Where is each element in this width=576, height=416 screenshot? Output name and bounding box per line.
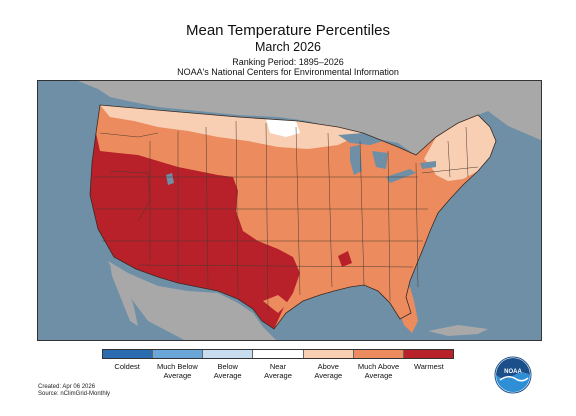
noaa-logo-text: NOAA — [504, 369, 522, 375]
texas-coast — [263, 295, 288, 313]
us-border — [89, 104, 497, 330]
legend-labels: Coldest Much Below Average Below Average Ne… — [102, 362, 454, 380]
data-source: Source: nClimGrid-Monthly — [38, 391, 111, 397]
created-date: Created: Apr 06 2026 — [38, 384, 96, 390]
legend-label: Coldest — [114, 362, 140, 371]
legend-color-bar — [102, 349, 454, 359]
legend-label: Below Average — [213, 362, 242, 380]
lake-huron — [372, 151, 388, 169]
footer: Created: Apr 06 2026 Source: nClimGrid-M… — [38, 384, 110, 398]
source-organization: NOAA's National Centers for Environmenta… — [177, 67, 399, 77]
legend-swatch — [103, 350, 153, 358]
mexico-landmass — [108, 261, 276, 340]
west-warmest — [90, 133, 300, 329]
florida — [393, 287, 418, 333]
map-title: Mean Temperature Percentiles — [186, 22, 390, 39]
legend-label: Above Average — [314, 362, 343, 380]
lake-superior — [338, 133, 383, 145]
baja-peninsula — [110, 263, 138, 326]
legend-swatch — [252, 350, 303, 358]
legend-swatch — [402, 350, 453, 358]
legend-label: Much Above Average — [357, 362, 400, 380]
northeast-above — [424, 115, 496, 181]
legend-label: Much Below Average — [156, 362, 198, 380]
map-subtitle: March 2026 — [254, 40, 321, 54]
great-salt-lake — [166, 173, 174, 185]
us-temperature-map — [37, 80, 542, 341]
state-borders — [94, 120, 479, 312]
cuba — [428, 325, 488, 336]
lake-erie — [386, 169, 416, 183]
legend-swatch — [202, 350, 253, 358]
legend-label: Warmest — [413, 362, 444, 371]
legend-label: Near Average — [264, 362, 292, 380]
legend: Coldest Much Below Average Below Average Ne… — [102, 349, 454, 380]
legend-swatch — [152, 350, 203, 358]
legend-swatch — [302, 350, 353, 358]
ranking-period: Ranking Period: 1895–2026 — [232, 57, 344, 67]
canada-landmass — [38, 81, 541, 157]
noaa-logo-icon: NOAA — [494, 356, 532, 394]
lake-ontario — [420, 161, 436, 169]
warmest-spot — [338, 251, 352, 267]
map-canvas — [38, 81, 541, 340]
northern-tier-above — [100, 105, 363, 149]
legend-swatch — [352, 350, 403, 358]
lake-michigan — [350, 145, 362, 175]
near-average-minnesota — [266, 119, 300, 137]
